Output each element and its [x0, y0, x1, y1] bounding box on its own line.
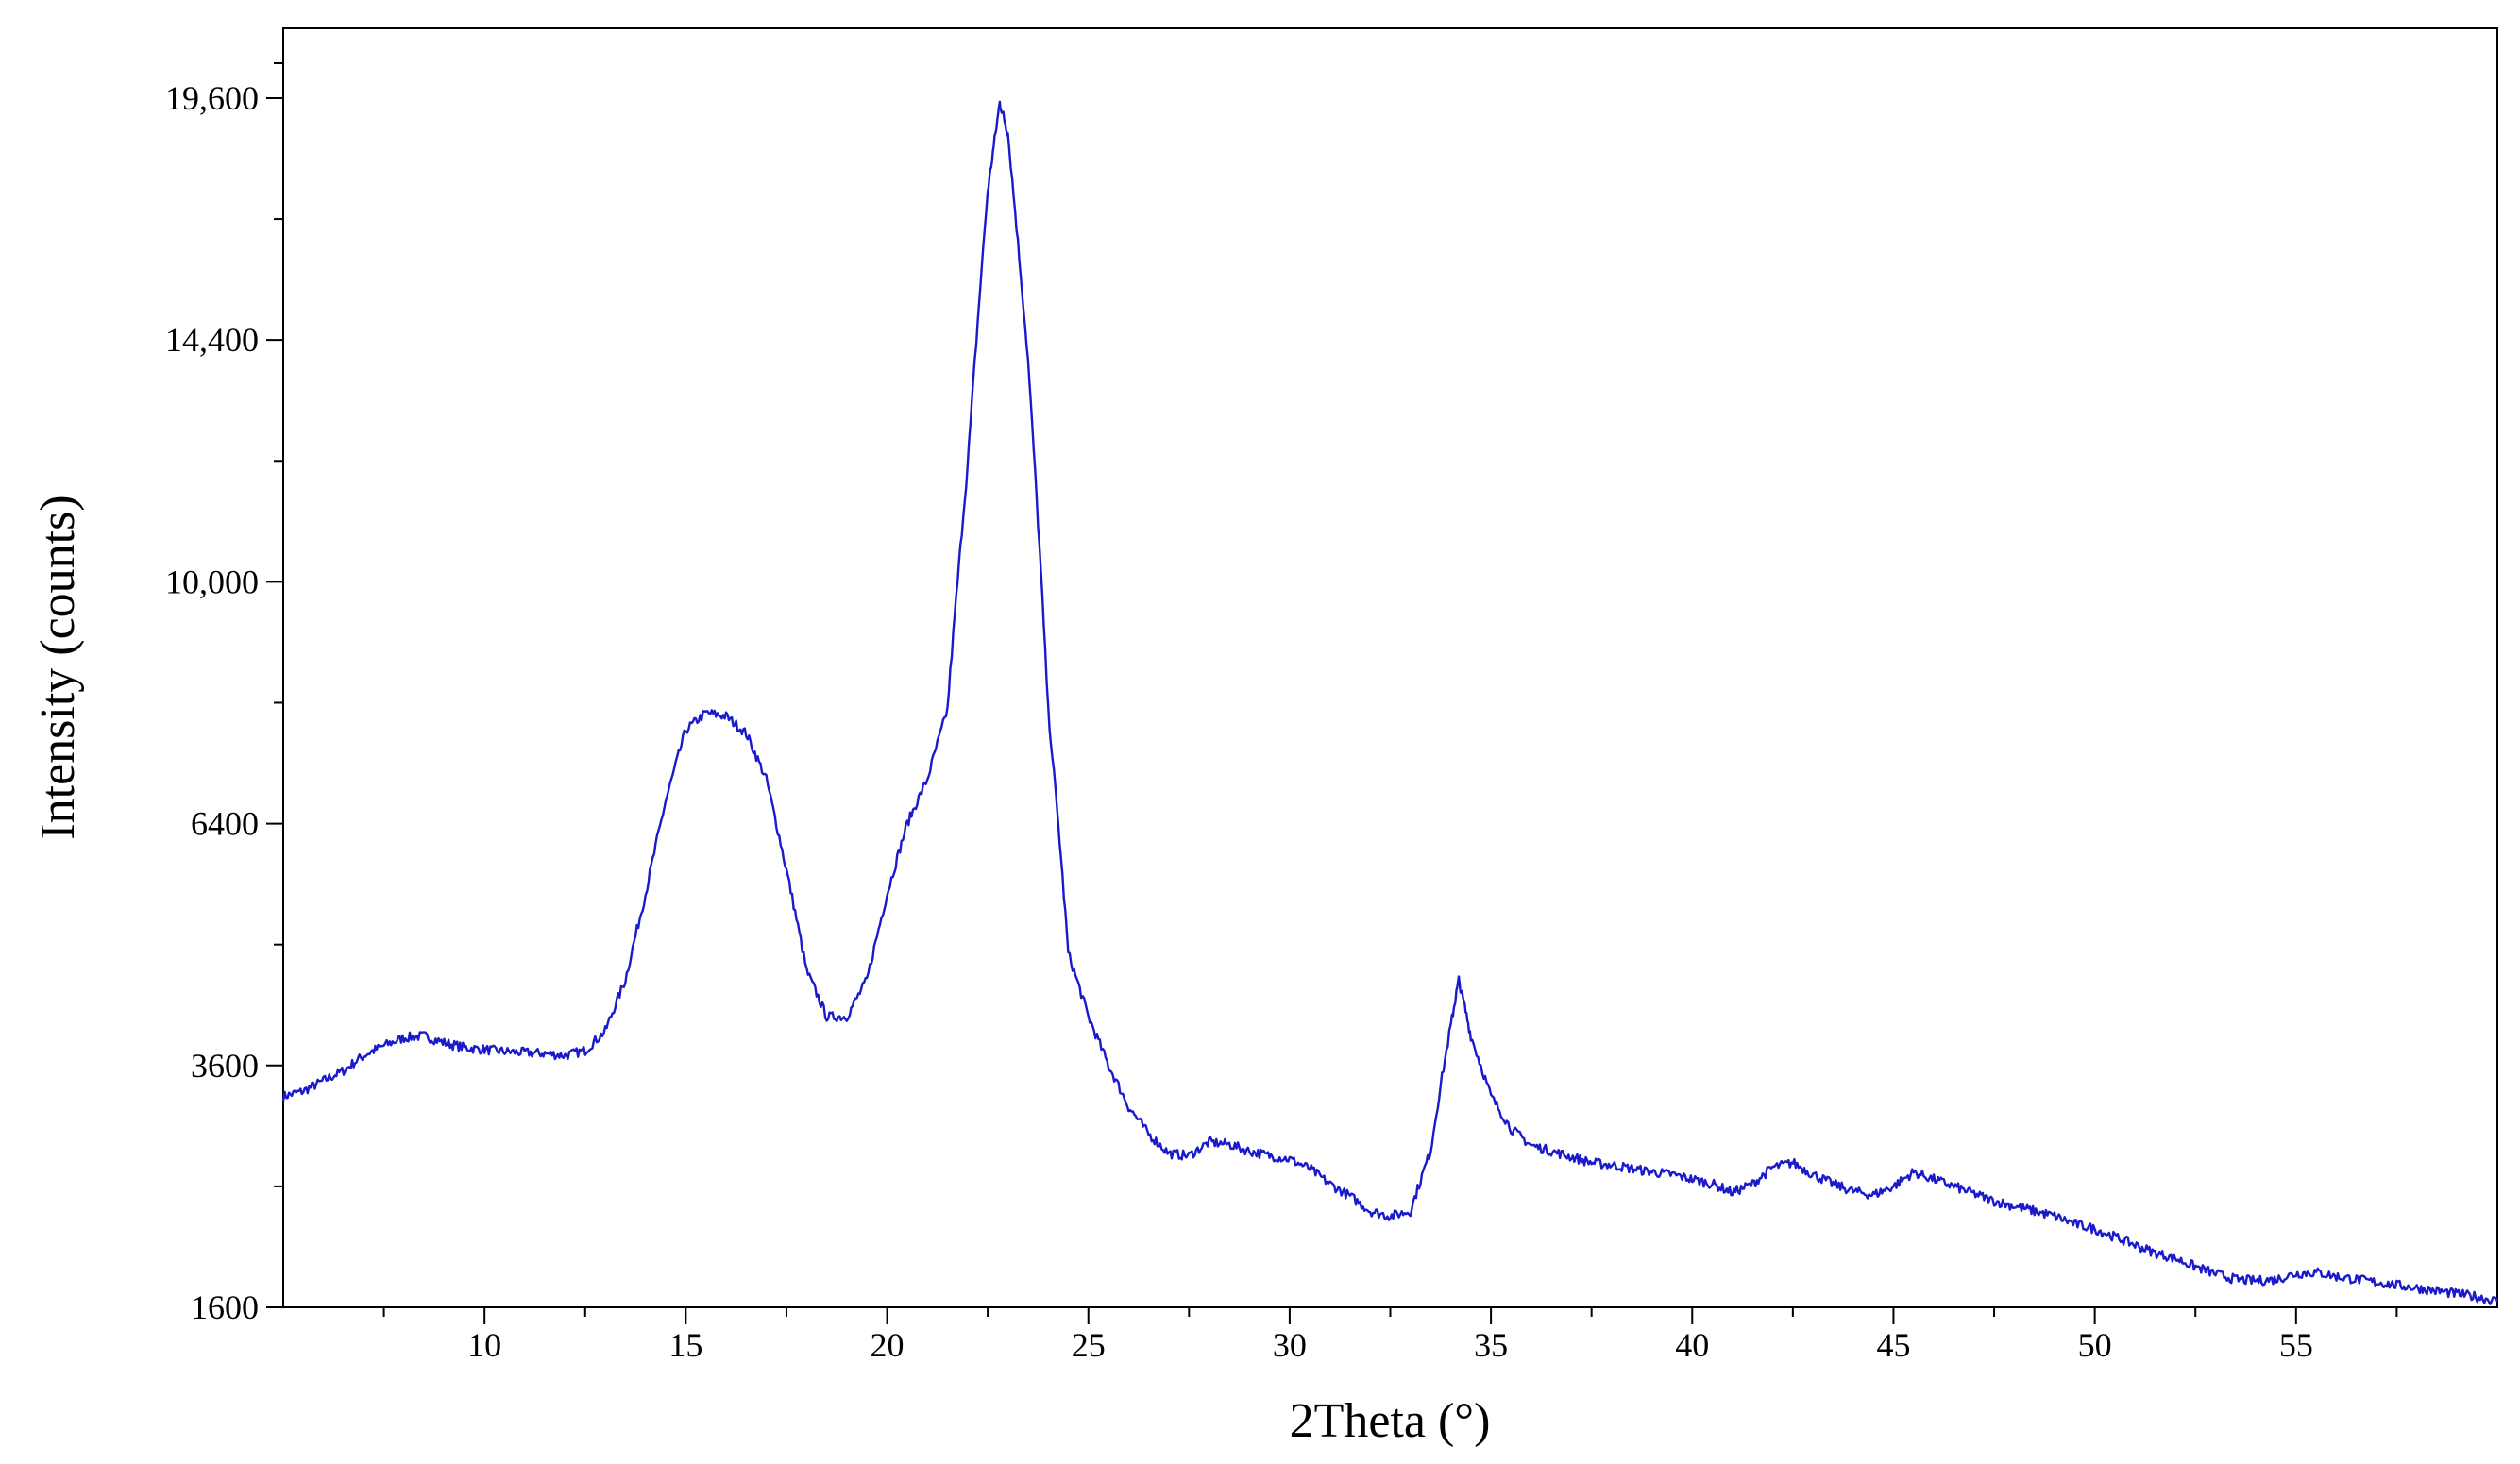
- y-tick-label: 6400: [191, 805, 259, 843]
- y-axis-title: Intensity (counts): [31, 495, 85, 839]
- x-tick-label: 40: [1675, 1326, 1709, 1364]
- x-tick-label: 50: [2078, 1326, 2112, 1364]
- x-tick-label: 25: [1072, 1326, 1106, 1364]
- x-tick-label: 45: [1876, 1326, 1910, 1364]
- y-tick-label: 3600: [191, 1047, 259, 1085]
- x-axis-ticks: 10 15 20 25 30 35 40 45 50 55: [382, 1307, 2398, 1364]
- x-tick-label: 10: [467, 1326, 501, 1364]
- x-tick-label: 35: [1474, 1326, 1508, 1364]
- y-tick-label: 1600: [191, 1288, 259, 1326]
- x-tick-label: 30: [1273, 1326, 1307, 1364]
- y-tick-label: 19,600: [165, 79, 259, 117]
- plot-frame: [282, 27, 2498, 1308]
- y-axis-ticks: 1600 3600 6400 10,000 14,400 19,600: [165, 61, 283, 1326]
- x-tick-label: 20: [871, 1326, 905, 1364]
- x-tick-label: 15: [668, 1326, 702, 1364]
- x-axis-title: 2Theta (°): [1290, 1394, 1491, 1448]
- series-line: [281, 100, 2499, 1305]
- y-tick-label: 10,000: [165, 563, 259, 600]
- x-tick-label: 55: [2279, 1326, 2313, 1364]
- y-tick-label: 14,400: [165, 321, 259, 359]
